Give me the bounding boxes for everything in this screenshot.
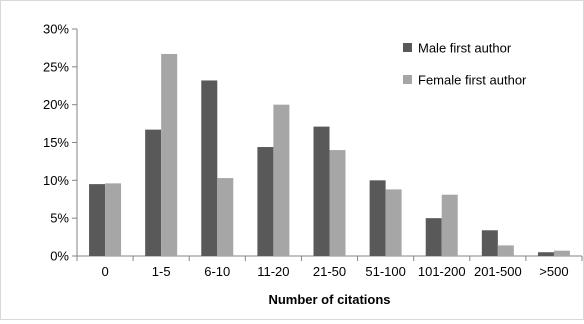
x-tick-label: 11-20 xyxy=(257,264,289,279)
bar-male-2 xyxy=(201,80,218,256)
y-tick-label: 20% xyxy=(43,97,69,112)
x-tick-label: 21-50 xyxy=(313,264,346,279)
bar-female-0 xyxy=(105,183,122,256)
bar-male-6 xyxy=(425,218,442,256)
y-tick-label: 25% xyxy=(43,59,69,74)
legend-label: Female first author xyxy=(418,73,527,88)
bar-male-5 xyxy=(369,180,386,256)
citations-bar-chart: 0% 5% 10% 15% 20% 25% 30% 0 1-5 6-10 11-20 21-50 51… xyxy=(43,22,583,307)
bar-male-0 xyxy=(89,184,106,256)
x-tick-label: 1-5 xyxy=(152,264,171,279)
y-tick-label: 30% xyxy=(43,22,69,37)
bars-group xyxy=(89,53,570,257)
x-tick-label: 101-200 xyxy=(418,264,466,279)
x-axis-ticks xyxy=(76,256,583,261)
bar-female-8 xyxy=(553,250,570,256)
x-tick-label: 51-100 xyxy=(365,264,405,279)
y-tick-label: 5% xyxy=(50,211,69,226)
bar-female-7 xyxy=(497,245,514,256)
bar-male-7 xyxy=(481,230,498,256)
x-tick-label: 201-500 xyxy=(474,264,522,279)
x-tick-label: 6-10 xyxy=(204,264,230,279)
bar-female-2 xyxy=(217,178,234,256)
y-tick-label: 10% xyxy=(43,173,69,188)
y-axis-ticks xyxy=(72,28,77,257)
legend-label: Male first author xyxy=(418,41,512,56)
legend-swatch xyxy=(403,75,412,84)
x-tick-label: >500 xyxy=(539,264,568,279)
bar-male-3 xyxy=(257,147,274,256)
bar-female-1 xyxy=(161,53,178,256)
legend: Male first author Female first author xyxy=(403,41,527,88)
x-tick-label: 0 xyxy=(101,264,108,279)
bar-female-3 xyxy=(273,104,290,257)
bar-male-8 xyxy=(537,252,554,256)
legend-swatch xyxy=(403,43,412,52)
bar-female-5 xyxy=(385,189,402,256)
y-tick-label: 0% xyxy=(50,249,69,264)
bar-male-4 xyxy=(313,126,330,256)
bar-female-6 xyxy=(441,194,458,256)
y-tick-label: 15% xyxy=(43,135,69,150)
bar-male-1 xyxy=(145,129,162,256)
x-axis-tick-labels: 0 1-5 6-10 11-20 21-50 51-100 101-200 201-500 >5… xyxy=(101,264,568,279)
y-axis-tick-labels: 0% 5% 10% 15% 20% 25% 30% xyxy=(43,22,69,264)
bar-female-4 xyxy=(329,150,346,256)
x-axis-title: Number of citations xyxy=(268,292,390,307)
